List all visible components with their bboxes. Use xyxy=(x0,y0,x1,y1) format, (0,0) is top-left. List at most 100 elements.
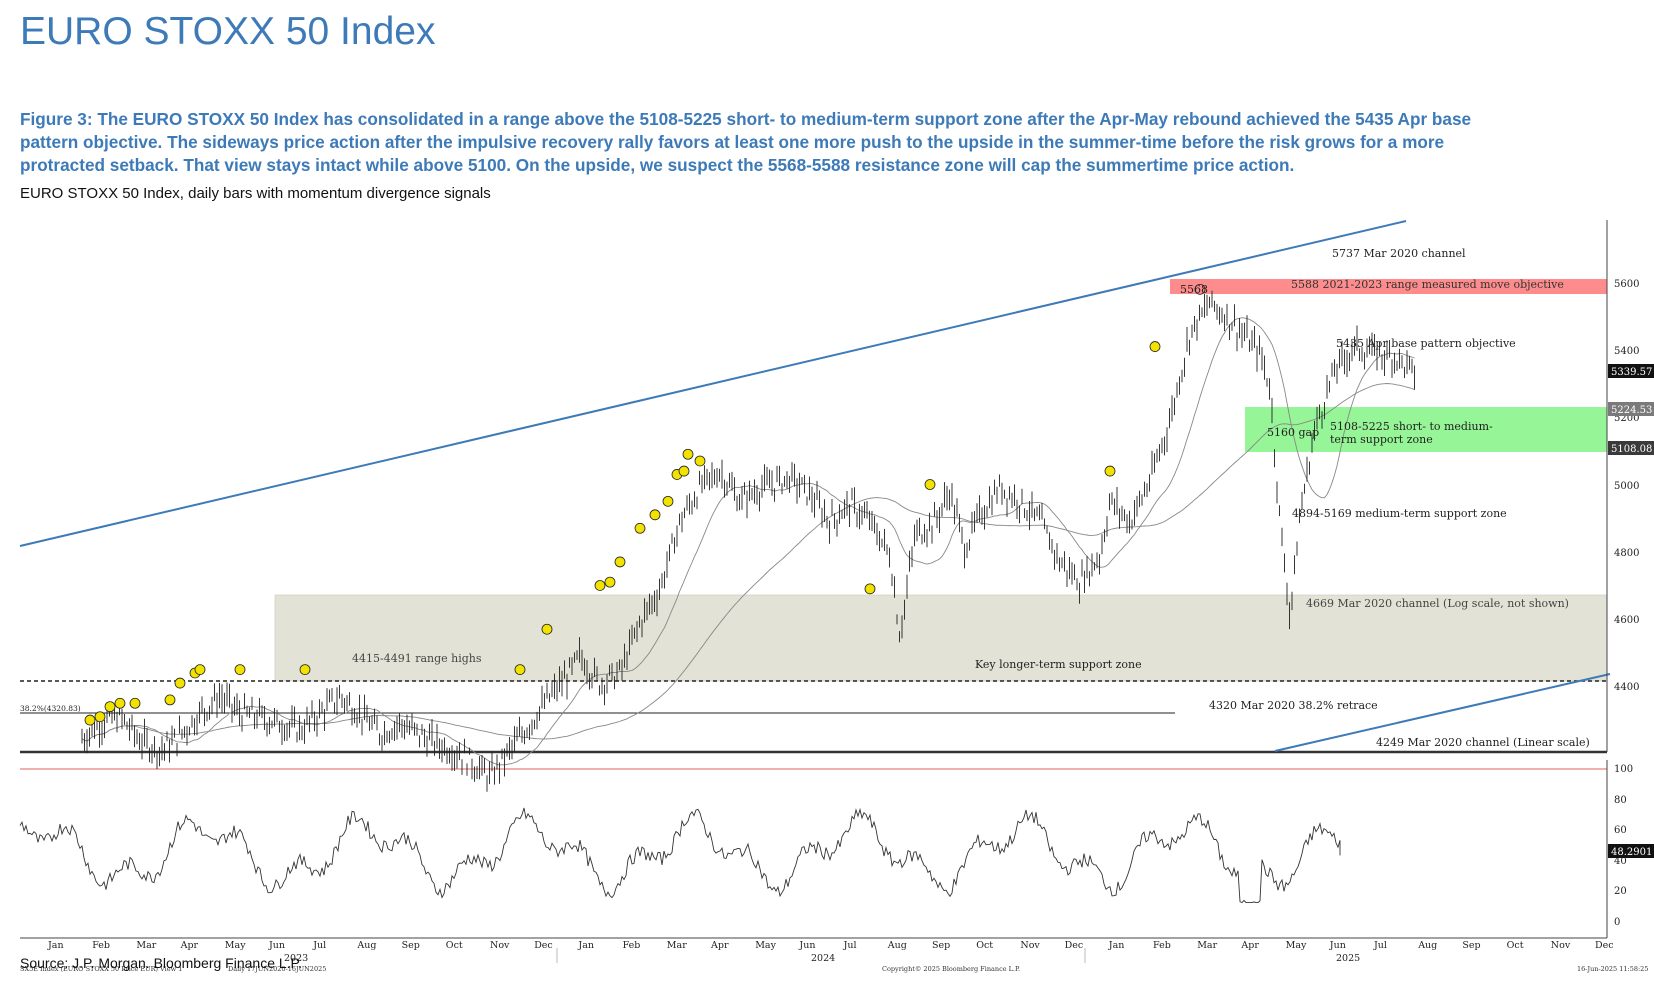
month-label: Sep xyxy=(402,940,420,951)
month-label: Apr xyxy=(180,940,199,951)
moving-average-200 xyxy=(81,383,1415,742)
signal-marker xyxy=(662,495,674,507)
month-label: Aug xyxy=(1417,940,1437,951)
month-label: Sep xyxy=(932,940,950,951)
month-label: Jun xyxy=(1329,940,1346,951)
signal-marker xyxy=(682,448,694,460)
month-label: Jul xyxy=(1373,940,1387,951)
moving-average-50 xyxy=(81,317,1415,766)
month-label: Jan xyxy=(47,940,64,951)
signal-marker xyxy=(649,509,661,521)
long-term-support-zone xyxy=(274,594,1608,682)
signal-marker xyxy=(634,522,646,534)
x-axis-months: Jan Feb Mar Apr May Jun Jul Aug Sep Oct Nov Dec Jan F… xyxy=(47,940,1614,951)
annotation-key-support: Key longer-term support zone xyxy=(975,658,1142,671)
month-label: Jul xyxy=(843,940,857,951)
page-title: EURO STOXX 50 Index xyxy=(20,10,436,53)
chart-subtitle: EURO STOXX 50 Index, daily bars with mom… xyxy=(20,185,491,202)
month-label: Jun xyxy=(798,940,815,951)
month-label: Aug xyxy=(887,940,907,951)
signal-marker xyxy=(924,479,936,490)
annotation-retrace: 4320 Mar 2020 38.2% retrace xyxy=(1209,699,1378,712)
month-label: Oct xyxy=(1507,940,1524,951)
divergence-signals xyxy=(84,283,1206,726)
month-label: Nov xyxy=(1551,940,1571,951)
source-note: Source: J.P. Morgan. Bloomberg Finance L… xyxy=(20,955,302,971)
svg-text:48.2901: 48.2901 xyxy=(1611,847,1652,858)
m-tick-40: 40 xyxy=(1614,856,1627,867)
m-tick-100: 100 xyxy=(1614,764,1633,775)
last-price-5108: 5108.08 xyxy=(1608,441,1654,455)
month-label: Mar xyxy=(667,940,687,951)
footer-copyright: Copyright© 2025 Bloomberg Finance L.P. xyxy=(882,965,1020,973)
footer-date: 16-Jun-2025 11:58:25 xyxy=(1577,965,1648,973)
month-label: Dec xyxy=(1065,940,1084,951)
year-2025: 2025 xyxy=(1336,953,1360,964)
year-2023: 2023 xyxy=(284,953,308,964)
resistance-zone xyxy=(1170,279,1607,294)
signal-marker xyxy=(1149,341,1161,352)
m-tick-0: 0 xyxy=(1614,917,1620,928)
month-label: Nov xyxy=(490,940,510,951)
signal-marker xyxy=(864,583,876,595)
month-label: Jan xyxy=(577,940,594,951)
signal-marker xyxy=(84,714,96,726)
annotation-gap: 5160 gap xyxy=(1267,426,1319,439)
month-label: May xyxy=(1286,940,1307,951)
annotation-channel-top: 5737 Mar 2020 channel xyxy=(1332,247,1466,260)
signal-marker xyxy=(541,623,553,635)
annotation-support-medium: 4894-5169 medium-term support zone xyxy=(1292,507,1507,520)
annotation-base-objective: 5435 Apr base pattern objective xyxy=(1336,337,1516,350)
annotation-resistance: 5588 2021-2023 range measured move objec… xyxy=(1291,278,1564,291)
y-tick-5400: 5400 xyxy=(1614,346,1639,357)
month-label: Jul xyxy=(312,940,326,951)
figure-caption: Figure 3: The EURO STOXX 50 Index has co… xyxy=(20,109,1472,175)
month-label: Aug xyxy=(356,940,376,951)
y-tick-5600: 5600 xyxy=(1614,279,1639,290)
last-price-5224: 5224.53 xyxy=(1608,402,1654,416)
last-momentum-value: 48.2901 xyxy=(1608,844,1654,858)
month-label: Mar xyxy=(1197,940,1217,951)
month-label: May xyxy=(225,940,246,951)
price-axis-ticks: 5600 5400 5200 5000 4800 4600 4400 xyxy=(1614,279,1639,693)
month-label: Sep xyxy=(1462,940,1480,951)
y-tick-4600: 4600 xyxy=(1614,615,1639,626)
signal-marker xyxy=(678,465,690,477)
signal-marker xyxy=(104,701,116,713)
annotation-channel-log: 4669 Mar 2020 channel (Log scale, not sh… xyxy=(1306,597,1569,610)
annotation-channel-linear: 4249 Mar 2020 channel (Linear scale) xyxy=(1376,736,1590,749)
signal-marker xyxy=(299,664,311,676)
signal-marker xyxy=(174,677,186,689)
signal-marker xyxy=(614,556,626,568)
month-label: Jun xyxy=(268,940,285,951)
momentum-axis-ticks: 100 80 60 40 20 0 xyxy=(1614,764,1633,928)
month-label: Feb xyxy=(623,940,641,951)
signal-marker xyxy=(1194,283,1206,295)
annotation-high-5568: 5568 xyxy=(1180,283,1208,296)
signal-marker xyxy=(694,455,706,467)
annotation-range-highs: 4415-4491 range highs xyxy=(352,652,482,665)
m-tick-20: 20 xyxy=(1614,886,1627,897)
month-label: Mar xyxy=(136,940,156,951)
price-bars xyxy=(81,290,1415,792)
short-medium-support-zone xyxy=(1245,407,1607,452)
month-label: Dec xyxy=(1595,940,1614,951)
signal-marker xyxy=(514,664,526,676)
annotation-support-short-2: term support zone xyxy=(1330,433,1433,446)
svg-text:5108.08: 5108.08 xyxy=(1611,444,1652,455)
signal-marker xyxy=(129,697,141,709)
year-2024: 2024 xyxy=(811,953,835,964)
channel-lower-line xyxy=(1274,673,1611,752)
month-label: Dec xyxy=(534,940,553,951)
signal-marker xyxy=(234,664,246,676)
signal-marker xyxy=(1104,465,1116,477)
footer-daily: Daily 17JUN2020-16JUN2025 xyxy=(228,965,326,973)
signal-marker xyxy=(114,697,126,709)
svg-text:5339.57: 5339.57 xyxy=(1611,367,1652,378)
svg-text:5224.53: 5224.53 xyxy=(1611,405,1652,416)
footer-ticker: SX5E Index (EURO STOXX 50 Price EUR) Vie… xyxy=(20,965,182,973)
month-label: Nov xyxy=(1020,940,1040,951)
month-label: Oct xyxy=(446,940,463,951)
momentum-line xyxy=(19,807,1341,904)
